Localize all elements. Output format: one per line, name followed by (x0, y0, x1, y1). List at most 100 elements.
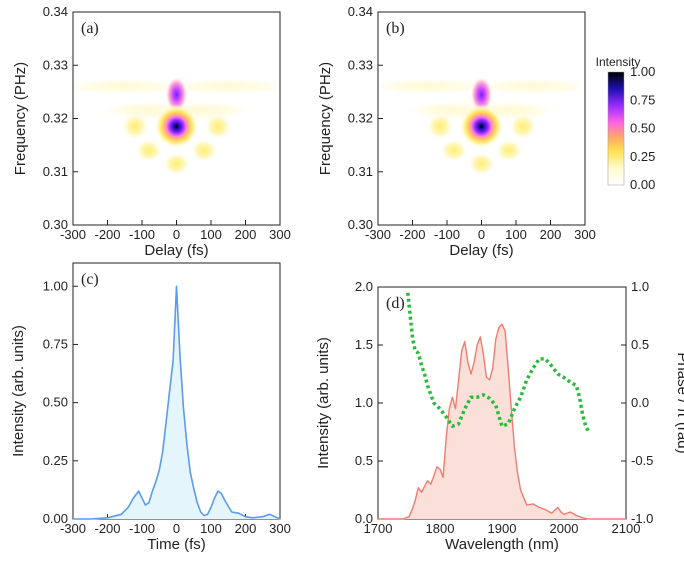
x-tick-label: -300 (60, 521, 86, 536)
heatmap-field (378, 12, 585, 225)
heatmap-side-lobe (190, 138, 219, 163)
x-tick-label: 300 (574, 227, 596, 242)
colorbar-title: Intensity (596, 55, 641, 69)
heatmap-upper-lobe (165, 76, 188, 113)
y-tick-label: 0.34 (348, 4, 373, 19)
x-tick-label: -300 (60, 227, 86, 242)
y-tick-label: 0.31 (43, 164, 68, 179)
heatmap-fringe (463, 77, 585, 96)
y-tick-label: 0.33 (348, 57, 373, 72)
panel-label: (c) (81, 271, 99, 288)
y2-tick-label: 0.0 (631, 395, 649, 410)
y-tick-label: 1.0 (355, 395, 373, 410)
x-tick-label: -100 (129, 227, 155, 242)
x-tick-label: -200 (399, 227, 425, 242)
colorbar-tick-label: 0.50 (630, 121, 655, 136)
y-tick-label: 0.25 (43, 453, 68, 468)
heatmap-fringe (158, 77, 280, 96)
x-tick-label: 0 (173, 521, 180, 536)
spectrum-line (378, 323, 626, 520)
y-tick-label: 0.5 (355, 453, 373, 468)
heatmap-side-lobe (162, 151, 191, 176)
x-tick-label: 0 (173, 227, 180, 242)
heatmap-side-lobe (467, 151, 496, 176)
heatmap-side-lobe (121, 112, 150, 141)
panel-label: (b) (386, 20, 405, 37)
colorbar-tick-label: 0.25 (630, 149, 655, 164)
pulse-area-fill (73, 286, 280, 519)
x-tick-label: 2000 (550, 521, 579, 536)
x-tick-label: -100 (434, 227, 460, 242)
x-tick-label: 100 (505, 227, 527, 242)
y-tick-label: 1.00 (43, 278, 68, 293)
x-tick-label: -200 (94, 227, 120, 242)
heatmap-side-lobe (203, 112, 232, 141)
y-tick-label: 0.31 (348, 164, 373, 179)
y2-tick-label: 1.0 (631, 279, 649, 294)
x-tick-label: 1900 (488, 521, 517, 536)
heatmap-side-lobe (134, 138, 163, 163)
y-tick-label: 0.75 (43, 336, 68, 351)
heatmap-fringe (378, 77, 500, 96)
x-tick-label: 1700 (364, 521, 393, 536)
y2-tick-label: -0.5 (631, 453, 653, 468)
heatmap-peak (459, 104, 504, 149)
x-tick-label: 300 (269, 521, 291, 536)
heatmap-side-lobe (508, 112, 537, 141)
y-tick-label: 2.0 (355, 279, 373, 294)
y-tick-label: 0.33 (43, 57, 68, 72)
pulse-line (73, 285, 281, 520)
x-tick-label: 2100 (612, 521, 641, 536)
heatmap-panel-a: -300 -200 -100 0 100 200 300 0.30 0.31 0.32 0.33 0.… (12, 4, 291, 259)
y-tick-label: 0.34 (43, 4, 68, 19)
x-tick-label: 200 (235, 227, 257, 242)
line-panel-d: 1700 1800 1900 2000 2100 0.0 0.5 1.0 1.5 2.0 Wavel… (315, 279, 684, 553)
y2-tick-label: 0.5 (631, 337, 649, 352)
heatmap-side-lobe (439, 138, 468, 163)
y-tick-label: 1.5 (355, 337, 373, 352)
colorbar-tick-label: 0.75 (630, 92, 655, 107)
y-tick-label: 0.50 (43, 395, 68, 410)
line-panel-c: -300 -200 -100 0 100 200 300 0.00 0.25 0.50 0.75 1.… (10, 262, 291, 553)
panel-label: (d) (386, 295, 405, 312)
heatmap-side-lobe (495, 138, 524, 163)
panel-label: (a) (81, 20, 99, 37)
heatmap-fringe (73, 77, 195, 96)
y-axis-label: Frequency (PHz) (12, 62, 29, 175)
y-axis-label: Intensity (arb. units) (10, 325, 27, 457)
x-tick-label: 200 (540, 227, 562, 242)
y2-axis-label: Phase / π (rad) (674, 352, 684, 453)
heatmap-upper-lobe (470, 76, 493, 113)
y-axis-label: Intensity (arb. units) (315, 337, 332, 469)
heatmap-side-lobe (426, 112, 455, 141)
x-tick-label: -300 (365, 227, 391, 242)
heatmap-panel-b: -300 -200 -100 0 100 200 300 0.30 0.31 0.32 0.33 0.… (317, 4, 596, 259)
x-axis-label: Delay (fs) (449, 242, 513, 259)
y-tick-label: 0.30 (348, 217, 373, 232)
x-tick-label: 200 (235, 521, 257, 536)
y-tick-label: 0.32 (43, 111, 68, 126)
colorbar-tick-label: 0.00 (630, 177, 655, 192)
x-tick-label: 100 (200, 521, 222, 536)
heatmap-peak (154, 104, 199, 149)
x-axis-label: Wavelength (nm) (445, 536, 559, 553)
y-axis-label: Frequency (PHz) (317, 62, 334, 175)
x-tick-label: -200 (94, 521, 120, 536)
y-tick-label: 0.32 (348, 111, 373, 126)
y2-tick-label: -1.0 (631, 511, 653, 526)
x-axis-label: Time (fs) (147, 536, 206, 553)
colorbar-gradient (607, 71, 625, 186)
colorbar-tick-label: 1.00 (630, 64, 655, 79)
heatmap-field (73, 12, 280, 225)
y-tick-label: 0.0 (355, 511, 373, 526)
x-tick-label: -100 (129, 521, 155, 536)
phase-line (406, 292, 591, 433)
x-tick-label: 100 (200, 227, 222, 242)
spectrum-area-fill (378, 324, 626, 519)
x-axis-label: Delay (fs) (144, 242, 208, 259)
x-tick-label: 0 (478, 227, 485, 242)
y-tick-label: 0.30 (43, 217, 68, 232)
y-tick-label: 0.00 (43, 511, 68, 526)
